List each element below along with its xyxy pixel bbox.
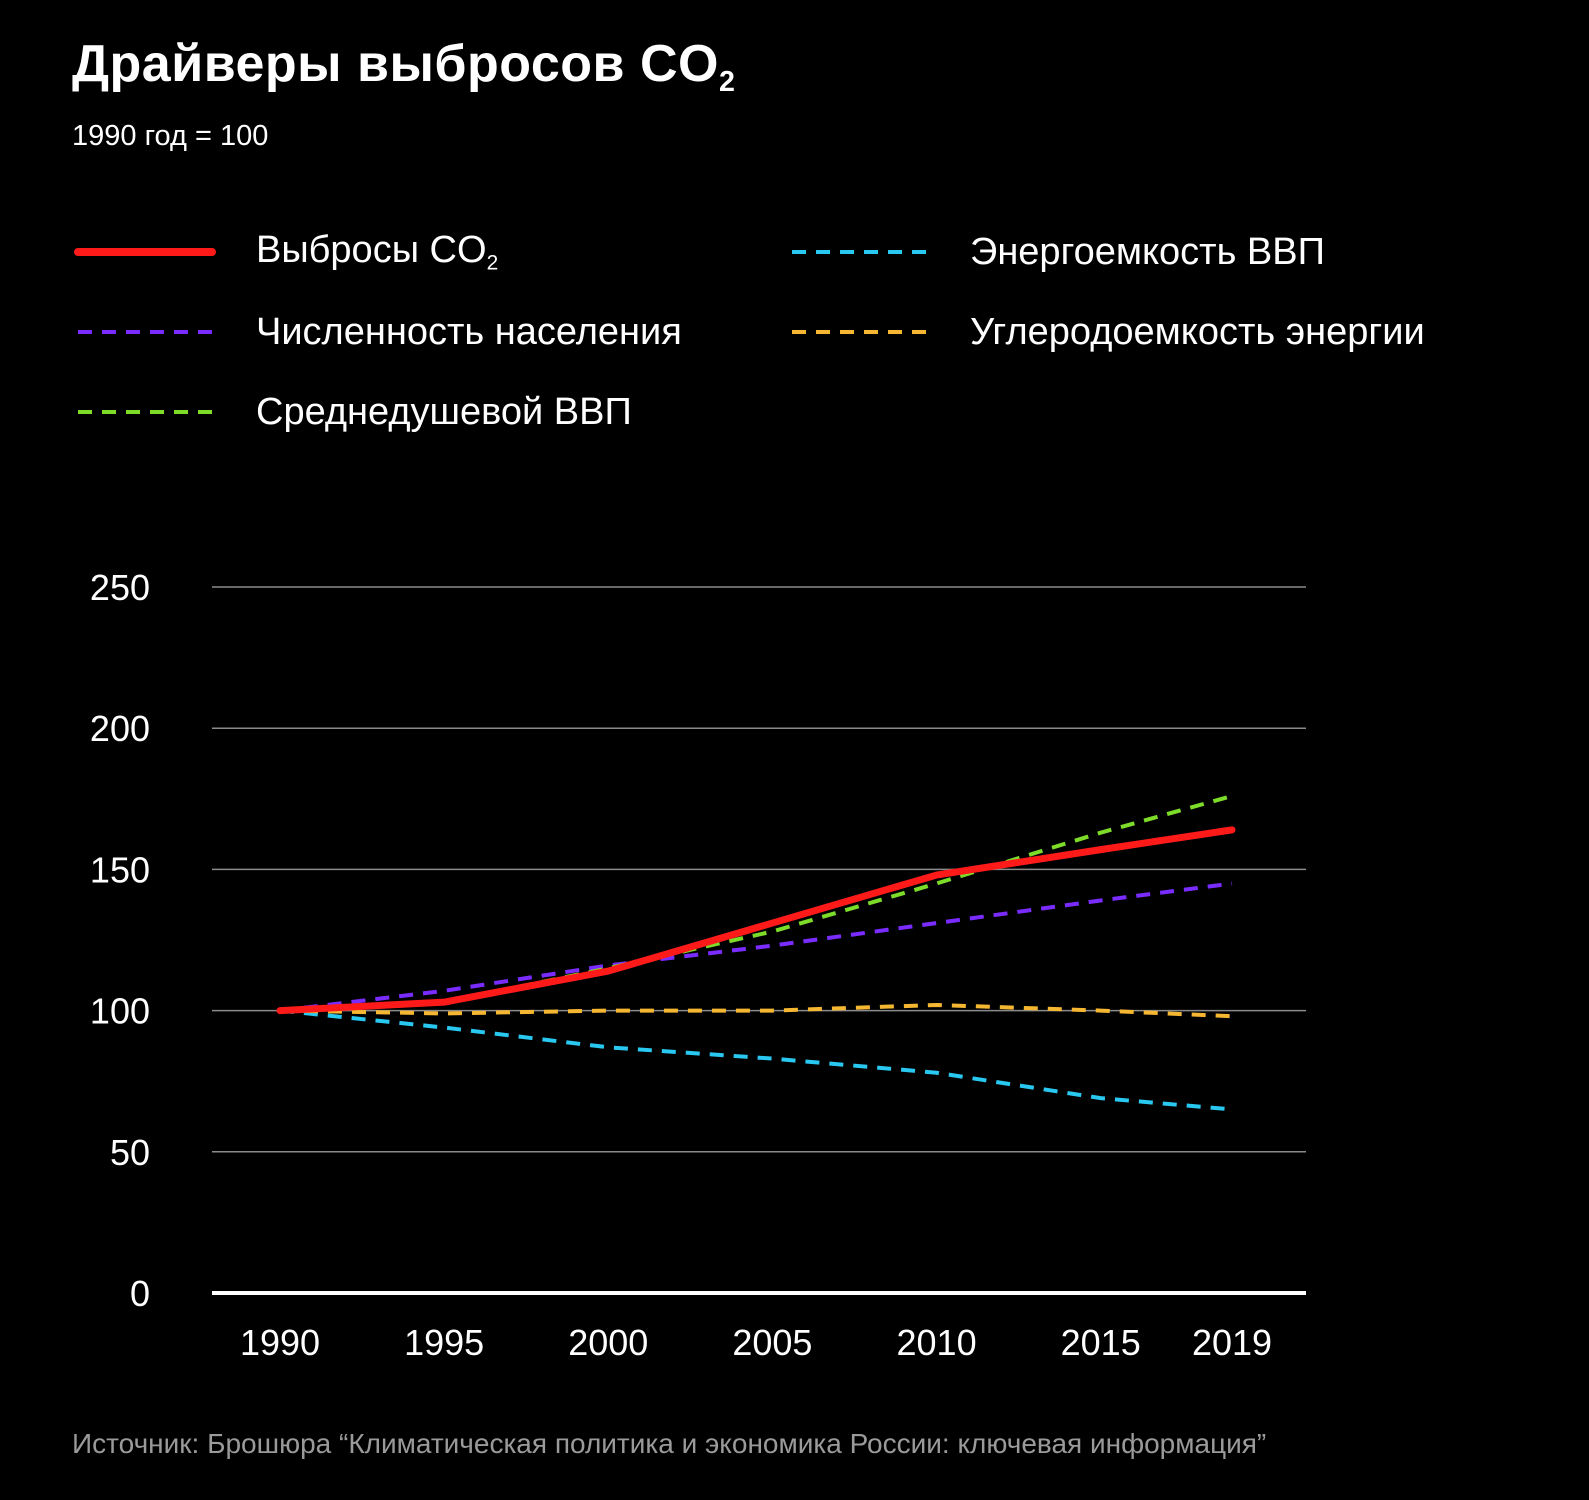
legend-item-carbon-intensity: Углеродоемкость энергии — [790, 310, 1425, 354]
line-chart: 0 50 100 150 200 250 1990 1995 2000 2005 2010 2015 2… — [90, 567, 1306, 1363]
series-line-0 — [276, 826, 1236, 1015]
legend-swatch-carbon-intensity — [790, 327, 930, 337]
x-tick-label: 2005 — [732, 1322, 812, 1363]
chart-subtitle: 1990 год = 100 — [72, 120, 269, 152]
y-tick-label: 250 — [90, 567, 150, 608]
y-tick-label: 150 — [90, 849, 150, 890]
legend-item-gdp-per-capita: Среднедушевой ВВП — [76, 390, 632, 434]
legend-label-emissions: Выбросы CO2 — [256, 228, 499, 275]
legend-swatch-emissions — [74, 247, 216, 257]
series-line-4 — [279, 1002, 1233, 1019]
y-tick-label: 50 — [110, 1132, 150, 1173]
y-tick-label: 100 — [90, 991, 150, 1032]
x-tick-label: 1995 — [404, 1322, 484, 1363]
y-tick-label: 200 — [90, 708, 150, 749]
y-tick-label: 0 — [130, 1273, 150, 1314]
chart-title-text: Драйверы выбросов CO — [72, 35, 719, 93]
legend-swatch-gdp-per-capita — [76, 407, 216, 417]
series-line-2 — [279, 794, 1233, 1013]
series-line-3 — [279, 1008, 1233, 1112]
x-tick-label: 1990 — [240, 1322, 320, 1363]
legend-label-population: Численность населения — [256, 310, 682, 353]
legend-swatch-energy-intensity — [790, 247, 930, 257]
x-tick-label: 2010 — [897, 1322, 977, 1363]
chart-title-subscript: 2 — [718, 66, 736, 98]
legend-item-energy-intensity: Энергоемкость ВВП — [790, 230, 1325, 274]
source-note: Источник: Брошюра “Климатическая политик… — [72, 1428, 1267, 1459]
x-tick-label: 2015 — [1061, 1322, 1141, 1363]
legend-item-population: Численность населения — [76, 310, 682, 354]
legend-label-carbon-intensity: Углеродоемкость энергии — [970, 310, 1425, 353]
chart-title: Драйверы выбросов CO2 — [72, 34, 735, 99]
x-tick-label: 2000 — [568, 1322, 648, 1363]
legend-label-gdp-per-capita: Среднедушевой ВВП — [256, 390, 632, 433]
legend-item-emissions: Выбросы CO2 — [74, 228, 499, 275]
legend-swatch-population — [76, 327, 216, 337]
series-line-1 — [279, 881, 1233, 1013]
legend-label-energy-intensity: Энергоемкость ВВП — [970, 230, 1325, 273]
x-tick-label: 2019 — [1192, 1322, 1272, 1363]
